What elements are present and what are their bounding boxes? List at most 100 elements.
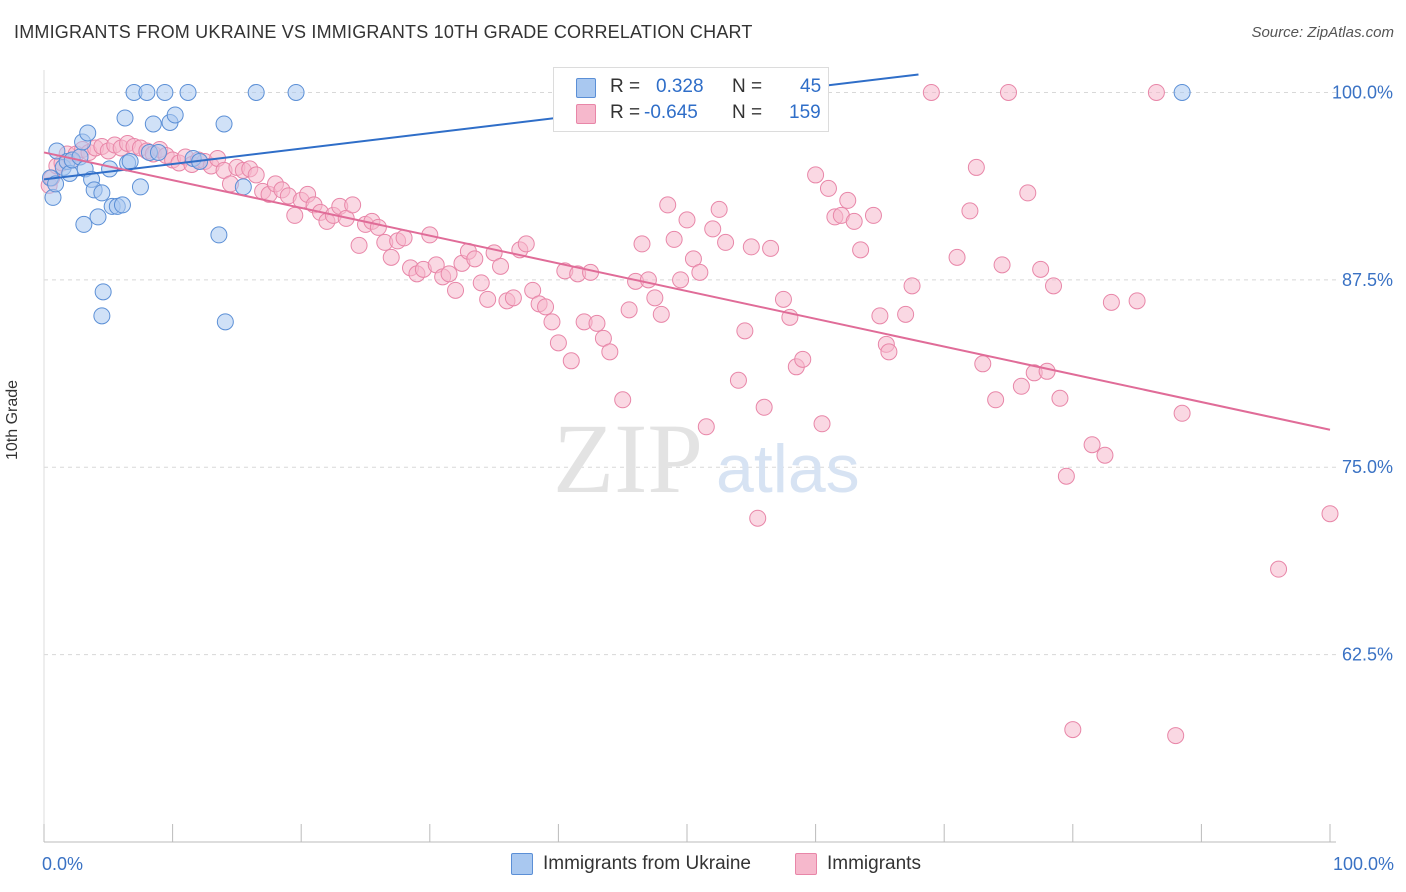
immigrants-point-104 bbox=[704, 220, 722, 238]
immigrants-point-74 bbox=[504, 289, 522, 307]
immigrants-point-149 bbox=[1096, 446, 1114, 464]
immigrants-point-70 bbox=[479, 290, 497, 308]
immigrants-point-91 bbox=[620, 301, 638, 319]
immigrants-point-148 bbox=[1083, 436, 1101, 454]
immigrants-point-136 bbox=[987, 391, 1005, 409]
ukraine-point-31 bbox=[149, 143, 167, 161]
immigrants-point-117 bbox=[807, 166, 825, 184]
ukraine-point-11 bbox=[75, 215, 93, 233]
immigrants-point-96 bbox=[652, 305, 670, 323]
immigrants-point-99 bbox=[672, 271, 690, 289]
ukraine-r-value: 0.328 bbox=[656, 76, 704, 97]
ukraine-point-23 bbox=[116, 109, 134, 127]
immigrants-point-79 bbox=[537, 298, 555, 316]
chart-title: IMMIGRANTS FROM UKRAINE VS IMMIGRANTS 10… bbox=[14, 22, 753, 42]
legend-ukraine-label: Immigrants from Ukraine bbox=[543, 853, 751, 874]
tick-labels: 100.0% 87.5% 75.0% 62.5% 0.0% 100.0% bbox=[42, 82, 1394, 874]
immigrants-r-label: R = bbox=[610, 102, 641, 123]
immigrants-point-130 bbox=[903, 277, 921, 295]
immigrants-point-138 bbox=[1000, 83, 1017, 101]
immigrants-point-128 bbox=[880, 343, 898, 361]
ukraine-point-12 bbox=[79, 124, 97, 142]
ukraine-point-16 bbox=[93, 184, 111, 202]
watermark-atlas: atlas bbox=[716, 431, 860, 507]
immigrants-point-64 bbox=[440, 265, 458, 283]
immigrants-point-156 bbox=[1321, 505, 1339, 523]
axes bbox=[43, 70, 1336, 843]
y-tick-label-3: 62.5% bbox=[1342, 645, 1393, 665]
immigrants-point-137 bbox=[993, 256, 1011, 274]
immigrants-point-103 bbox=[697, 418, 715, 436]
immigrants-point-119 bbox=[819, 179, 837, 197]
immigrants-point-144 bbox=[1045, 277, 1063, 295]
immigrants-point-110 bbox=[749, 509, 767, 527]
immigrants-point-147 bbox=[1064, 721, 1082, 739]
immigrants-point-55 bbox=[382, 248, 400, 266]
immigrants-point-123 bbox=[845, 212, 863, 230]
immigrants-point-87 bbox=[588, 314, 606, 332]
immigrants-n-label: N = bbox=[732, 102, 763, 123]
immigrants-point-72 bbox=[492, 257, 510, 275]
ukraine-point-27 bbox=[131, 178, 149, 196]
immigrants-point-81 bbox=[549, 334, 567, 352]
immigrants-point-98 bbox=[665, 230, 683, 248]
ukraine-point-42 bbox=[247, 83, 265, 101]
immigrants-point-129 bbox=[897, 305, 915, 323]
ukraine-point-15 bbox=[89, 208, 107, 226]
immigrants-point-143 bbox=[1038, 362, 1056, 380]
stats-legend: R = 0.328 N = 45 R = -0.645 N = 159 bbox=[553, 67, 829, 132]
ukraine-n-value: 45 bbox=[800, 76, 822, 97]
watermark-zip: ZIP bbox=[553, 403, 703, 514]
immigrants-point-126 bbox=[871, 307, 889, 325]
watermark: ZIP atlas bbox=[553, 403, 860, 514]
ukraine-point-32 bbox=[156, 83, 174, 101]
immigrants-point-89 bbox=[601, 343, 619, 361]
legend-immigrants-swatch bbox=[795, 853, 817, 875]
immigrants-point-93 bbox=[633, 235, 651, 253]
immigrants-point-139 bbox=[1012, 377, 1030, 395]
immigrants-point-132 bbox=[948, 248, 966, 266]
source-credit: Source: ZipAtlas.com bbox=[1251, 24, 1394, 41]
immigrants-trend-line bbox=[43, 151, 1331, 431]
immigrants-point-108 bbox=[736, 322, 754, 340]
ukraine-point-40 bbox=[216, 313, 234, 331]
immigrants-point-40 bbox=[286, 206, 304, 224]
immigrants-r-value: -0.645 bbox=[644, 102, 698, 123]
immigrants-point-65 bbox=[447, 281, 465, 299]
immigrants-point-49 bbox=[344, 196, 362, 214]
x-tick-label-1: 100.0% bbox=[1333, 854, 1394, 874]
stats-row-ukraine: R = 0.328 N = 45 bbox=[576, 75, 826, 101]
immigrants-point-100 bbox=[678, 211, 696, 229]
immigrants-point-151 bbox=[1128, 292, 1146, 310]
legend-immigrants-label: Immigrants bbox=[827, 853, 921, 874]
immigrants-point-142 bbox=[1032, 260, 1050, 278]
immigrants-point-145 bbox=[1051, 389, 1069, 407]
ukraine-point-41 bbox=[234, 178, 252, 196]
stats-row-immigrants: R = -0.645 N = 159 bbox=[576, 101, 826, 127]
x-tick-label-0: 0.0% bbox=[42, 854, 83, 874]
immigrants-point-34 bbox=[247, 166, 265, 184]
immigrants-point-80 bbox=[543, 313, 561, 331]
data-points bbox=[40, 83, 1339, 745]
immigrants-point-113 bbox=[774, 290, 792, 308]
ukraine-point-28 bbox=[138, 83, 156, 101]
immigrants-point-152 bbox=[1147, 83, 1165, 101]
immigrants-point-125 bbox=[864, 206, 882, 224]
ukraine-point-19 bbox=[101, 160, 119, 178]
immigrants-point-102 bbox=[691, 263, 709, 281]
immigrants-point-154 bbox=[1173, 404, 1191, 422]
immigrants-point-118 bbox=[813, 415, 831, 433]
immigrants-point-106 bbox=[717, 233, 735, 251]
legend-ukraine-swatch bbox=[511, 853, 533, 875]
immigrants-point-111 bbox=[755, 398, 773, 416]
ukraine-point-39 bbox=[215, 115, 233, 133]
immigrants-point-153 bbox=[1167, 727, 1185, 745]
immigrants-point-53 bbox=[369, 218, 387, 236]
immigrants-n-value: 159 bbox=[789, 102, 821, 123]
immigrants-point-146 bbox=[1057, 467, 1075, 485]
ukraine-point-18 bbox=[93, 307, 111, 325]
ukraine-n-label: N = bbox=[732, 76, 763, 97]
y-tick-label-1: 87.5% bbox=[1342, 270, 1393, 290]
ukraine-point-38 bbox=[210, 226, 228, 244]
